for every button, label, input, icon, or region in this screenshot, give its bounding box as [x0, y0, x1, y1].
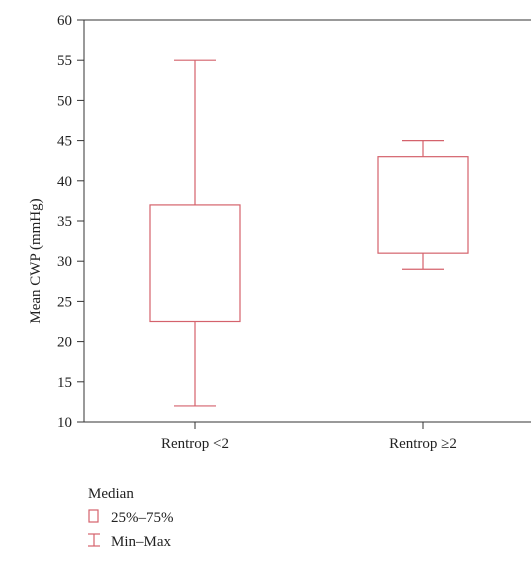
legend-label: 25%–75%	[111, 510, 174, 526]
y-tick-label: 15	[57, 375, 72, 391]
x-tick-label: Rentrop ≥2	[389, 436, 457, 452]
legend-item: Min–Max	[88, 533, 172, 550]
legend-item: 25%–75%	[88, 509, 174, 526]
x-tick-label: Rentrop <2	[161, 436, 229, 452]
box-series-1	[149, 59, 241, 407]
y-tick-label: 45	[57, 134, 72, 150]
legend-label: Median	[88, 486, 134, 502]
plot-area	[83, 19, 531, 423]
y-tick-label: 55	[57, 53, 72, 69]
y-tick-label: 50	[57, 93, 72, 109]
y-tick-label: 25	[57, 294, 72, 310]
y-tick-label: 10	[57, 415, 72, 431]
legend: Median 25%–75% Min–Max	[88, 486, 174, 550]
iqr-box	[377, 156, 469, 254]
y-tick-label: 35	[57, 214, 72, 230]
y-axis-label: Mean CWP (mmHg)	[28, 198, 44, 323]
boxes-group	[149, 59, 469, 407]
y-tick-label: 40	[57, 174, 72, 190]
x-axis: Rentrop <2 Rentrop ≥2	[161, 422, 457, 452]
y-tick-label: 20	[57, 335, 72, 351]
iqr-box	[149, 204, 241, 323]
box-series-2	[377, 140, 469, 270]
legend-box-symbol	[88, 509, 99, 523]
y-tick-label: 60	[57, 13, 72, 29]
y-tick-label: 30	[57, 254, 72, 270]
legend-item: Median	[88, 486, 134, 502]
legend-label: Min–Max	[111, 534, 172, 550]
y-axis: 10 15 20 25 30 35 40 45 50 55 60	[57, 13, 84, 431]
